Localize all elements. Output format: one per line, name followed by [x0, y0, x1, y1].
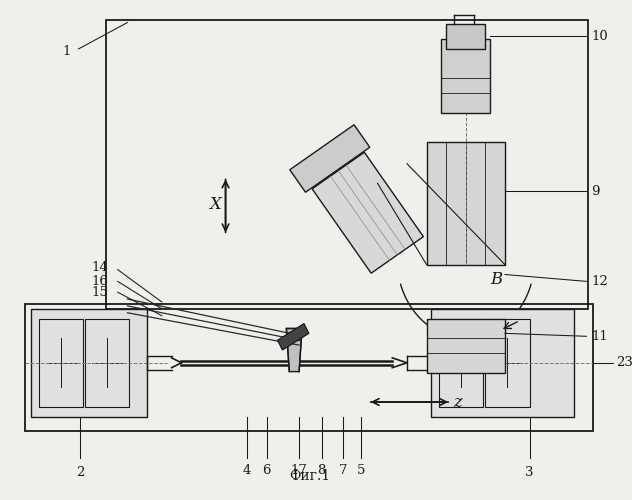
Bar — [446, 24, 485, 49]
Text: X: X — [209, 196, 221, 213]
Text: 5: 5 — [356, 464, 365, 477]
Bar — [25, 304, 593, 432]
Bar — [427, 142, 505, 264]
Polygon shape — [290, 125, 370, 192]
Text: 7: 7 — [339, 464, 348, 477]
Bar — [85, 318, 130, 407]
Text: 10: 10 — [592, 30, 608, 43]
Text: 12: 12 — [592, 275, 608, 288]
Text: Фиг.1: Фиг.1 — [289, 470, 331, 484]
Text: 8: 8 — [317, 464, 326, 477]
Bar — [439, 318, 483, 407]
Text: 11: 11 — [592, 330, 608, 343]
Bar — [427, 318, 505, 372]
Text: 4: 4 — [243, 464, 252, 477]
Text: 2: 2 — [76, 466, 85, 478]
Bar — [485, 318, 530, 407]
Polygon shape — [286, 328, 302, 372]
Bar — [441, 39, 490, 113]
Bar — [106, 20, 588, 309]
Text: 9: 9 — [592, 184, 600, 198]
Text: 17: 17 — [291, 464, 308, 477]
Polygon shape — [312, 152, 423, 273]
Polygon shape — [277, 324, 309, 350]
Text: 3: 3 — [525, 466, 534, 478]
Text: 6: 6 — [262, 464, 271, 477]
Bar — [39, 318, 83, 407]
Text: 16: 16 — [91, 275, 108, 288]
Text: z: z — [453, 394, 462, 411]
Bar — [32, 309, 147, 416]
Text: 1: 1 — [63, 46, 71, 59]
Text: 14: 14 — [91, 261, 108, 274]
Text: 15: 15 — [91, 286, 108, 298]
Text: 23: 23 — [616, 356, 632, 370]
Text: B: B — [490, 272, 502, 288]
Bar — [432, 309, 574, 416]
